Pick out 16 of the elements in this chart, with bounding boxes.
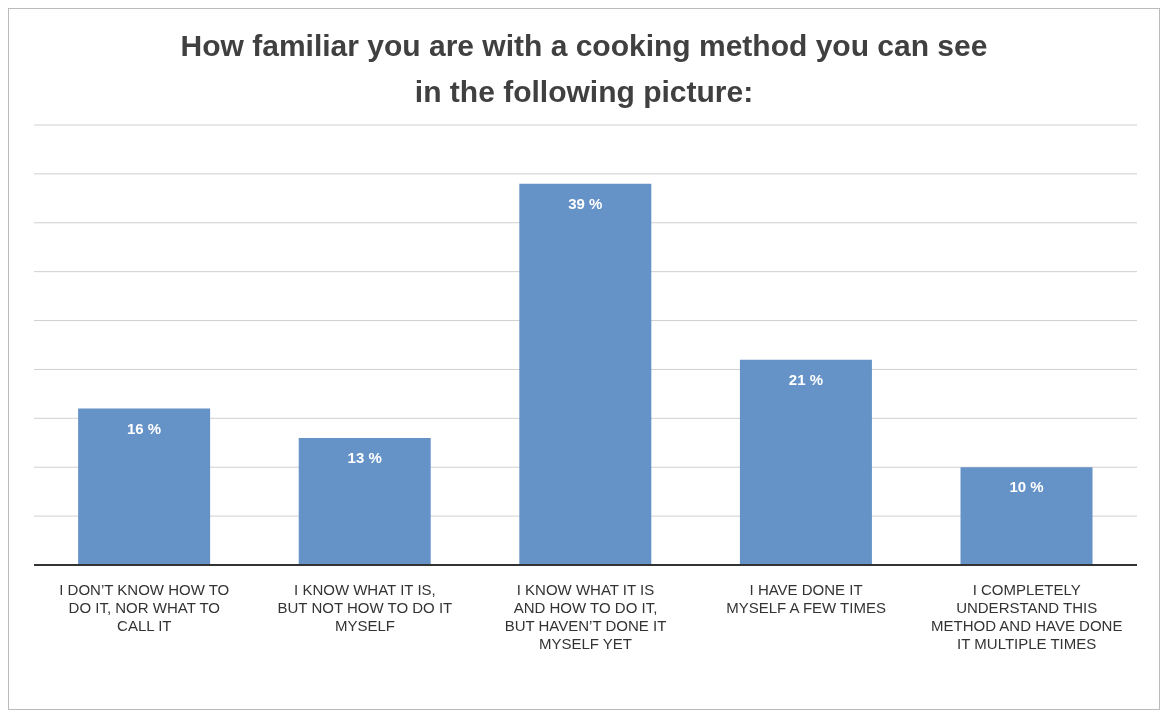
data-label: 21 %	[788, 370, 824, 388]
bar	[739, 359, 872, 565]
data-label: 10 %	[1009, 478, 1044, 496]
x-tick-label: I DON’T KNOW HOW TO DO IT, NOR WHAT TO CALL IT	[59, 581, 230, 634]
x-tick-label: I HAVE DONE IT MYSELF A FEW TIMES	[726, 581, 886, 616]
bar	[78, 408, 211, 565]
chart-title: How familiar you are with a cooking method you can see in the following picture:	[179, 28, 989, 110]
x-tick-label: I COMPLETELY UNDERSTAND THIS METHOD AND HAVE DONE IT MULTIPLE TIMES	[930, 581, 1123, 652]
data-label: 39 %	[568, 194, 603, 212]
x-tick-label: I KNOW WHAT IT IS AND HOW TO DO IT, BUT HAVEN’T DONE IT MYSELF YET	[504, 581, 667, 652]
bar	[298, 437, 431, 565]
data-label: 13 %	[347, 448, 382, 466]
x-tick-label: I KNOW WHAT IT IS, BUT NOT HOW TO DO IT MYSELF	[277, 581, 453, 634]
bar	[519, 183, 652, 565]
bar	[960, 467, 1093, 565]
data-label: 16 %	[127, 419, 162, 437]
